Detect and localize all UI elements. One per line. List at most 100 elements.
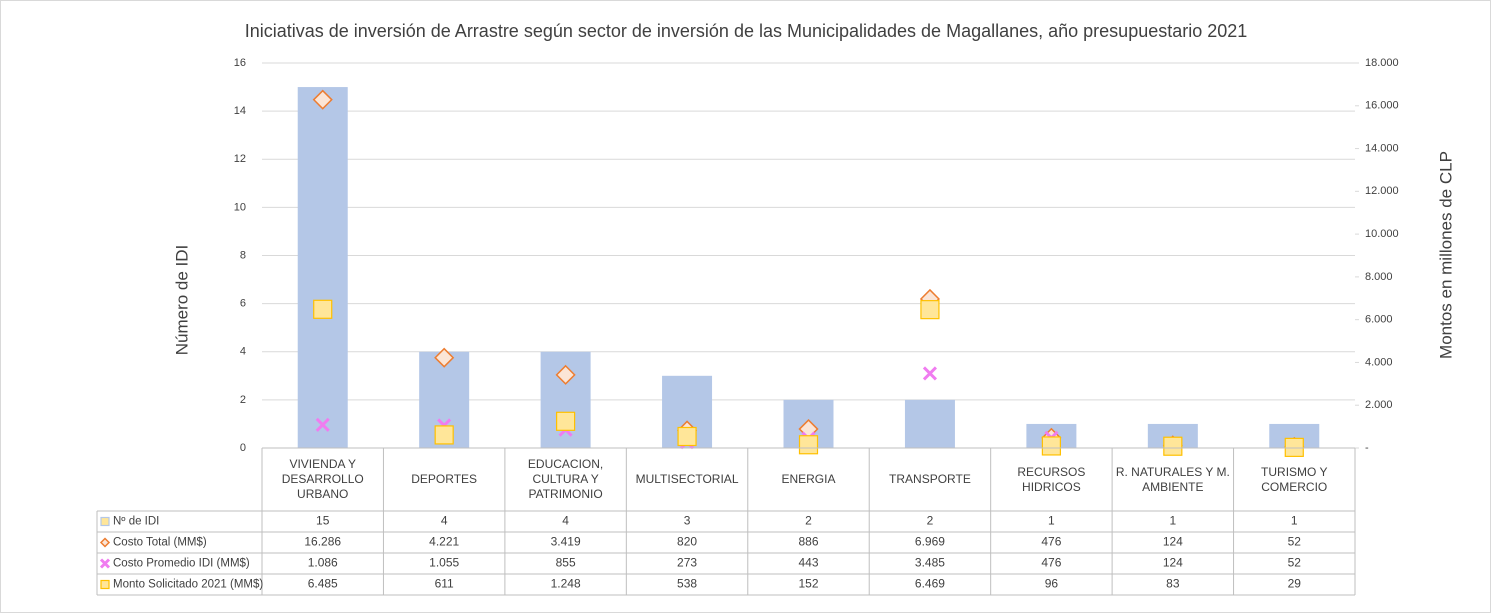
legend-label: Costo Total (MM$) <box>113 537 207 549</box>
table-value: 1 <box>1169 514 1176 528</box>
table-value: 83 <box>1166 577 1180 591</box>
table-value: 820 <box>677 535 697 549</box>
bar <box>297 87 348 448</box>
table-value: 273 <box>677 556 697 570</box>
table-value: 611 <box>435 577 454 591</box>
x-tick-label-box: TURISMO Y COMERCIO <box>1261 464 1328 494</box>
y-axis-label: Número de IDI <box>172 245 191 356</box>
table-value: 476 <box>1041 556 1061 570</box>
legend-label: Nº de IDI <box>113 516 159 528</box>
legend-key <box>99 558 111 569</box>
table-value: 3 <box>684 514 691 528</box>
x-tick-label: R. NATURALES Y M. AMBIENTE <box>1115 464 1230 494</box>
x-tick-label-box: EDUCACION, CULTURA Y PATRIMONIO <box>527 457 604 501</box>
x-tick-label-box: RECURSOS HIDRICOS <box>1017 464 1086 494</box>
table-value: 855 <box>556 556 576 570</box>
y2-tick-label: 4.000 <box>1365 356 1393 368</box>
table-value: 52 <box>1288 535 1302 549</box>
table-value: 6.469 <box>915 577 945 591</box>
x-tick-label: MULTISECTORIAL <box>635 472 739 486</box>
point <box>1284 437 1304 457</box>
table-value: 6.969 <box>915 535 945 549</box>
table-value: 4 <box>441 514 448 528</box>
y-tick-label: 14 <box>234 105 246 117</box>
table-value: 886 <box>798 535 818 549</box>
y-tick-label: 6 <box>240 298 246 310</box>
x-tick-label-box: VIVIENDA Y DESARROLLO URBANO <box>281 457 364 501</box>
y2-tick-label: 16.000 <box>1365 100 1399 112</box>
x-tick-label-box: ENERGIA <box>781 472 836 486</box>
legend-label: Costo Promedio IDI (MM$) <box>113 558 250 570</box>
y-tick-label: 8 <box>240 249 246 261</box>
y2-tick-label: 18.000 <box>1365 57 1399 69</box>
table-value: 3.419 <box>551 535 581 549</box>
y-tick-label: 16 <box>234 57 246 69</box>
point <box>315 417 330 432</box>
table-value: 476 <box>1041 535 1061 549</box>
legend-key <box>100 579 110 590</box>
table-value: 4 <box>562 514 569 528</box>
bar <box>904 399 955 448</box>
x-tick-label: TURISMO Y COMERCIO <box>1261 464 1328 494</box>
y2-tick-label: 12.000 <box>1365 185 1399 197</box>
point <box>920 300 940 320</box>
x-tick-label: VIVIENDA Y DESARROLLO URBANO <box>281 457 364 501</box>
table-value: 15 <box>316 514 330 528</box>
legend-label: Monto Solicitado 2021 (MM$) <box>113 579 263 591</box>
chart-title: Iniciativas de inversión de Arrastre seg… <box>245 21 1248 41</box>
point <box>434 347 455 368</box>
point <box>1163 436 1183 456</box>
table-value: 16.286 <box>304 535 341 549</box>
y2-tick-label: 8.000 <box>1365 271 1393 283</box>
point <box>434 425 454 445</box>
x-tick-label-box: MULTISECTORIAL <box>635 472 739 486</box>
table-value: 1.248 <box>551 577 581 591</box>
table-value: 2 <box>927 514 934 528</box>
legend-key <box>100 516 110 527</box>
y2-tick-label: 2.000 <box>1365 399 1393 411</box>
x-tick-label: RECURSOS HIDRICOS <box>1017 464 1086 494</box>
y-tick-label: 0 <box>240 442 246 454</box>
table-value: 538 <box>677 577 697 591</box>
y2-tick-label: 10.000 <box>1365 228 1399 240</box>
table-value: 1.055 <box>429 556 459 570</box>
point <box>556 411 576 431</box>
x-tick-label-box: TRANSPORTE <box>889 472 971 486</box>
point <box>798 435 819 455</box>
x-tick-label: EDUCACION, CULTURA Y PATRIMONIO <box>527 457 604 501</box>
y-tick-label: 12 <box>234 153 246 165</box>
legend-key <box>99 537 111 548</box>
table-value: 124 <box>1163 556 1183 570</box>
table-value: 1 <box>1048 514 1055 528</box>
table-value: 124 <box>1163 535 1183 549</box>
table-value: 1.086 <box>308 556 338 570</box>
point <box>313 299 333 319</box>
table-value: 152 <box>798 577 818 591</box>
table-value: 443 <box>798 556 818 570</box>
table-value: 52 <box>1288 556 1302 570</box>
point <box>677 426 697 447</box>
x-tick-label: ENERGIA <box>781 472 836 486</box>
table-value: 3.485 <box>915 556 945 570</box>
y2-axis-label: Montos en millones de CLP <box>1436 151 1455 359</box>
x-tick-label-box: R. NATURALES Y M. AMBIENTE <box>1115 464 1230 494</box>
y2-tick-label: - <box>1365 442 1369 454</box>
point <box>555 364 576 385</box>
point <box>1041 436 1061 456</box>
table-value: 6.485 <box>308 577 338 591</box>
point <box>922 366 938 381</box>
table-value: 1 <box>1291 514 1298 528</box>
y2-tick-label: 14.000 <box>1365 142 1399 154</box>
table-value: 96 <box>1045 577 1059 591</box>
x-tick-label: DEPORTES <box>411 472 478 486</box>
y-tick-label: 4 <box>240 346 246 358</box>
x-tick-label-box: DEPORTES <box>411 472 478 486</box>
y-tick-label: 10 <box>234 201 246 213</box>
point <box>312 89 333 110</box>
x-tick-label: TRANSPORTE <box>889 472 971 486</box>
y-tick-label: 2 <box>240 394 246 406</box>
y2-tick-label: 6.000 <box>1365 314 1393 326</box>
table-value: 2 <box>805 514 812 528</box>
